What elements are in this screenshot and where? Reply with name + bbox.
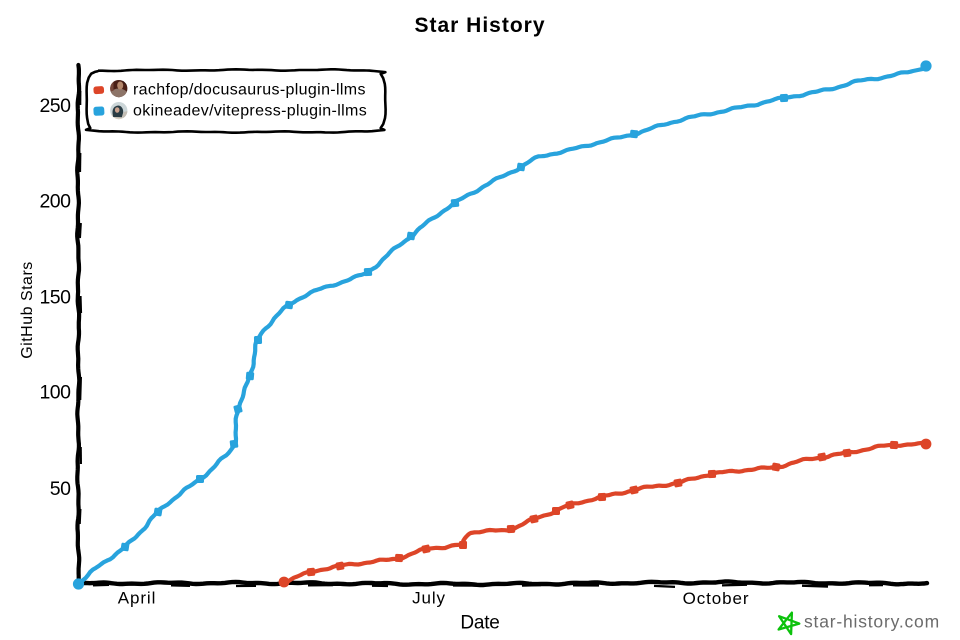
svg-text:50: 50 [50, 478, 71, 500]
svg-text:Star History: Star History [414, 14, 545, 37]
svg-text:July: July [412, 589, 446, 608]
svg-text:April: April [118, 589, 157, 608]
svg-text:250: 250 [39, 95, 71, 117]
svg-text:October: October [683, 589, 750, 608]
svg-text:GitHub Stars: GitHub Stars [19, 261, 36, 359]
svg-text:150: 150 [39, 286, 71, 308]
svg-text:okineadev/vitepress-plugin-llm: okineadev/vitepress-plugin-llms [133, 103, 367, 120]
svg-text:Date: Date [460, 613, 499, 634]
svg-text:100: 100 [39, 382, 71, 404]
svg-text:rachfop/docusaurus-plugin-llms: rachfop/docusaurus-plugin-llms [133, 82, 366, 99]
svg-text:200: 200 [39, 191, 71, 213]
svg-text:star-history.com: star-history.com [804, 612, 940, 632]
